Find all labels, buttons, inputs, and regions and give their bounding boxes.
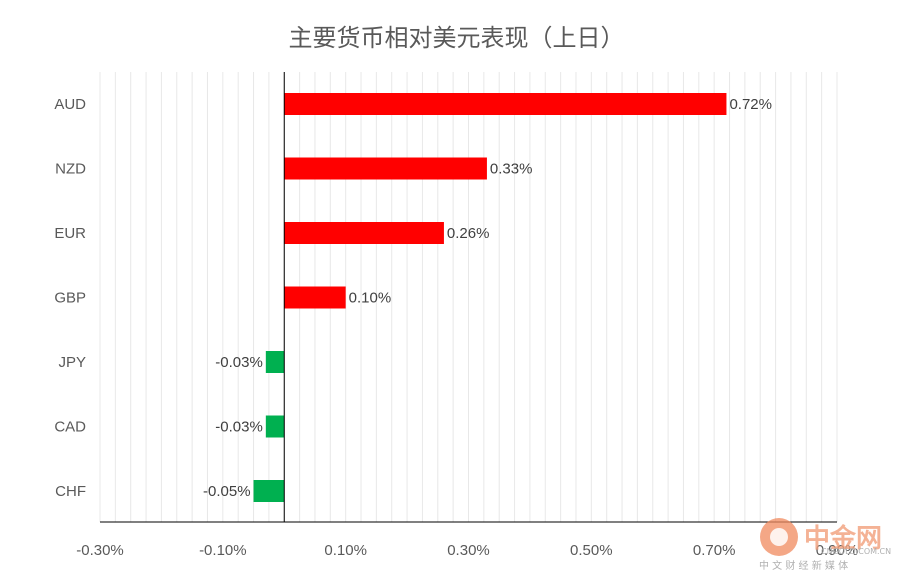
category-label-eur: EUR	[54, 225, 86, 242]
data-label-jpy: -0.03%	[215, 354, 263, 371]
cngold-watermark: 中金网 CNGOLD.COM.CN 中 文 财 经 新 媒 体	[757, 511, 907, 579]
data-label-chf: -0.05%	[203, 483, 251, 500]
category-label-chf: CHF	[55, 483, 86, 500]
bars	[253, 93, 727, 502]
watermark-tagline: 中 文 财 经 新 媒 体	[759, 559, 848, 572]
bar-gbp	[284, 286, 346, 309]
x-tick-label: 0.50%	[570, 542, 613, 559]
category-label-nzd: NZD	[55, 161, 86, 178]
axes	[100, 72, 837, 523]
data-label-nzd: 0.33%	[490, 161, 533, 178]
data-label-aud: 0.72%	[729, 96, 772, 113]
x-tick-label: 0.10%	[324, 542, 367, 559]
bar-eur	[284, 222, 444, 244]
category-label-jpy: JPY	[58, 354, 86, 371]
category-label-aud: AUD	[54, 96, 86, 113]
grid-lines	[99, 72, 838, 522]
bar-cad	[265, 415, 285, 438]
x-tick-label: 0.30%	[447, 542, 490, 559]
x-tick-label: 0.90%	[816, 542, 859, 559]
data-label-cad: -0.03%	[215, 419, 263, 436]
data-label-gbp: 0.10%	[349, 290, 392, 307]
data-label-eur: 0.26%	[447, 225, 490, 242]
watermark-url: CNGOLD.COM.CN	[821, 547, 891, 556]
bar-nzd	[284, 157, 487, 180]
x-tick-label: -0.30%	[76, 542, 124, 559]
chart-title: 主要货币相对美元表现（上日）	[288, 24, 625, 52]
bar-chf	[253, 480, 285, 502]
watermark-brand: 中金网	[804, 523, 882, 554]
x-tick-label: -0.10%	[199, 542, 247, 559]
labels: 0.72% AUD 0.33% NZD 0.26% EUR 0.10% GBP -0.03% JP…	[54, 96, 858, 559]
bar-aud	[284, 93, 727, 115]
x-tick-label: 0.70%	[693, 542, 736, 559]
category-label-cad: CAD	[54, 419, 86, 436]
category-label-gbp: GBP	[54, 290, 86, 307]
bar-jpy	[265, 351, 285, 373]
